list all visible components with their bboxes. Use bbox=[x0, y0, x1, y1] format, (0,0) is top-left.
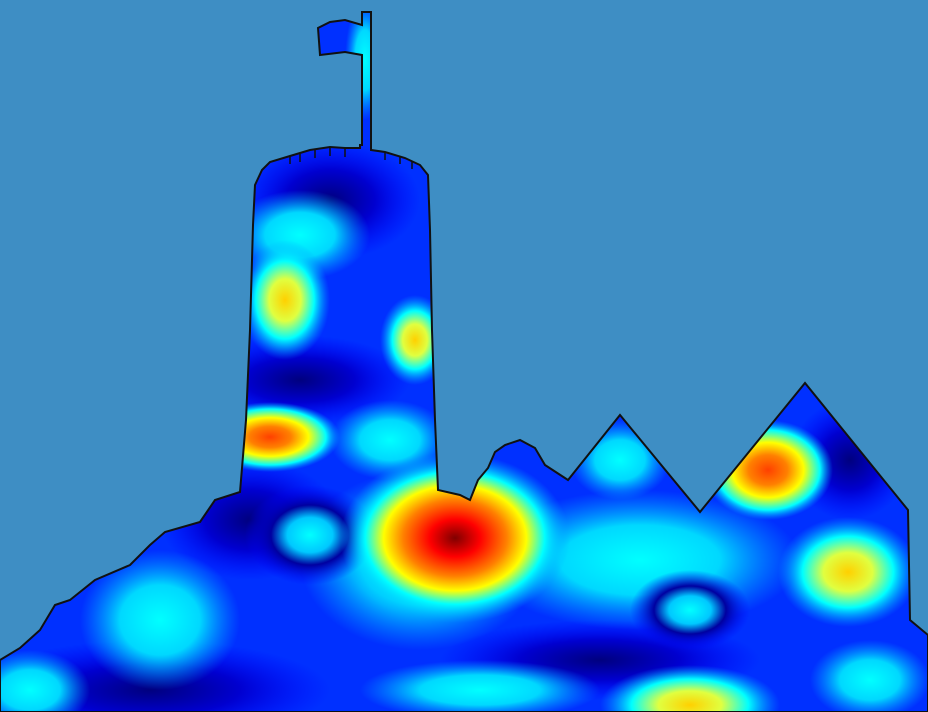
tower-battlements bbox=[289, 147, 413, 169]
